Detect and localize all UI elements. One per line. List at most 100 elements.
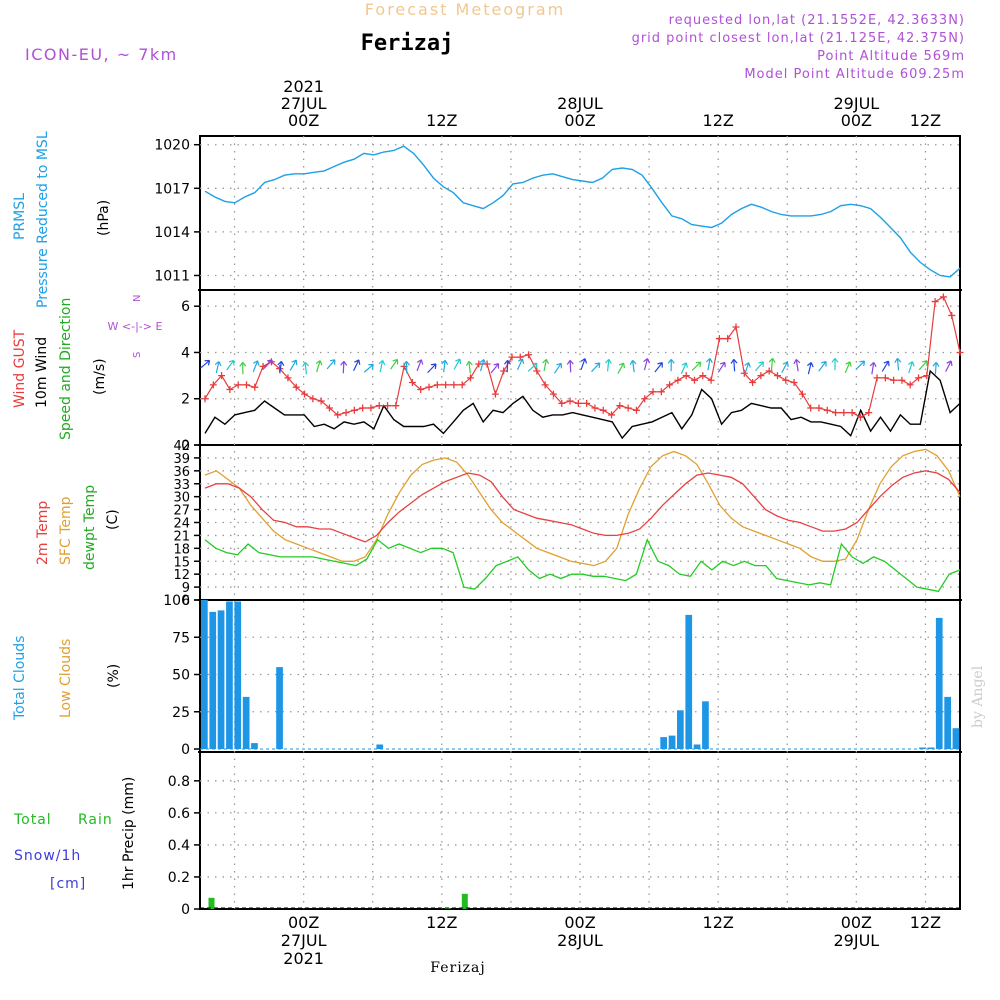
gust-marker: [591, 404, 599, 412]
gust-marker: [350, 406, 358, 414]
wind-arrow-shape: [516, 358, 525, 370]
gust-marker: [284, 374, 292, 382]
top-time-label: 00Z: [841, 111, 872, 130]
wind-arrow-shape: [591, 362, 601, 373]
y-tick-label: 1017: [154, 181, 190, 197]
cloud-bar: [952, 728, 960, 750]
wind-arrow-shape: [667, 358, 675, 372]
gust-marker: [359, 404, 367, 412]
top-time-label: 12Z: [703, 111, 734, 130]
wind-arrow-shape: [226, 359, 235, 371]
wind-arrow: [315, 360, 323, 373]
gust-marker: [915, 374, 923, 382]
wind-arrow: [200, 359, 211, 369]
wind-arrow-shape: [479, 359, 487, 372]
watermark: by Angel: [970, 665, 986, 728]
wind-arrow-shape: [744, 362, 751, 375]
y-tick-label: 15: [173, 555, 190, 570]
wind-arrow: [918, 360, 928, 371]
y-tick-label: 1014: [154, 225, 190, 241]
gust-marker: [583, 399, 591, 407]
gust-marker: [425, 383, 433, 391]
cloud-bar: [677, 710, 684, 749]
low-cloud-label: Low Clouds: [58, 639, 74, 718]
wind-arrow: [855, 360, 866, 370]
wind-arrow-shape: [527, 362, 538, 372]
gust-marker: [533, 367, 541, 375]
wind-arrow-shape: [200, 359, 211, 369]
cloud-bar: [209, 611, 217, 749]
wind-arrow: [390, 358, 399, 370]
gust-marker: [832, 409, 840, 417]
gust-marker: [856, 413, 864, 421]
wind-arrow-shape: [617, 362, 625, 374]
wind-arrow-shape: [566, 359, 574, 373]
wind-arrow: [580, 358, 588, 371]
gust-marker: [948, 311, 956, 319]
gust-marker: [666, 381, 674, 389]
gust-marker: [939, 293, 947, 301]
wind-arrow: [504, 359, 511, 373]
gust-marker: [732, 323, 740, 331]
wind-arrow-shape: [453, 358, 462, 370]
wind-arrow: [604, 358, 612, 372]
gust-marker: [549, 390, 557, 398]
bottom-time-label: 2021: [283, 949, 324, 968]
gust-marker: [757, 372, 765, 380]
wind-arrow-shape: [542, 358, 550, 372]
dew-label: dewpt Temp: [82, 485, 98, 570]
wind-arrow: [932, 361, 940, 375]
wind-arrow-shape: [855, 360, 866, 370]
gust-marker: [218, 372, 226, 380]
wind-arrow: [427, 363, 437, 374]
wind-arrow: [844, 361, 852, 374]
wind-arrow-shape: [705, 357, 713, 371]
temp-unit-label: (C): [105, 509, 121, 530]
gust-marker: [209, 381, 217, 389]
gust-marker: [773, 372, 781, 380]
gust-marker: [823, 406, 831, 414]
wind-arrow-shape: [252, 360, 260, 373]
y-tick-label: 36: [173, 465, 190, 480]
wind-arrow-shape: [289, 359, 298, 371]
wind-arrow-shape: [302, 361, 310, 375]
wind-arrow-shape: [441, 359, 449, 373]
gust-marker: [458, 381, 466, 389]
dewpoint-line: [204, 537, 961, 593]
gust-marker: [375, 402, 383, 410]
wind-arrow: [542, 358, 550, 372]
wind-arrow-shape: [781, 361, 789, 373]
location-title: Ferizaj: [361, 31, 454, 56]
y-tick-label: 0: [181, 902, 190, 918]
wind-arrow: [705, 357, 713, 371]
gust-marker: [815, 404, 823, 412]
cloud-unit-label: (%): [106, 664, 122, 688]
compass-n: N: [132, 295, 143, 302]
gust-marker: [715, 335, 723, 343]
wind-arrow-shape: [315, 360, 323, 373]
grid-lines: [200, 136, 960, 909]
wind-arrow: [479, 359, 487, 372]
bottom-time-label: 27JUL: [281, 931, 327, 950]
bottom-time-label: 00Z: [564, 913, 595, 932]
gust-marker: [616, 402, 624, 410]
gust-marker: [890, 376, 898, 384]
rain-bar: [444, 908, 451, 909]
wind-arrow-shape: [831, 357, 839, 371]
gust-marker: [765, 367, 773, 375]
wind-arrow: [214, 360, 222, 374]
wind-arrow: [744, 362, 751, 375]
temp-labels: 2m Temp SFC Temp dewpt Temp (C): [35, 485, 121, 570]
y-tick-label: 27: [173, 504, 190, 519]
wind-arrow: [793, 358, 801, 372]
wind-arrow-shape: [403, 360, 410, 374]
wind-arrow: [831, 357, 839, 371]
sfc-label: SFC Temp: [58, 496, 74, 565]
y-tick-label: 0.8: [168, 774, 190, 790]
prmsl-unit-label: (hPa): [96, 200, 112, 236]
y-tick-label: 0.6: [168, 806, 190, 822]
y-tick-label: 4: [181, 345, 190, 361]
y-tick-label: 39: [173, 452, 190, 467]
y-tick-label: 2: [181, 392, 190, 408]
cloud-labels: Total Clouds Low Clouds (%): [12, 636, 122, 721]
